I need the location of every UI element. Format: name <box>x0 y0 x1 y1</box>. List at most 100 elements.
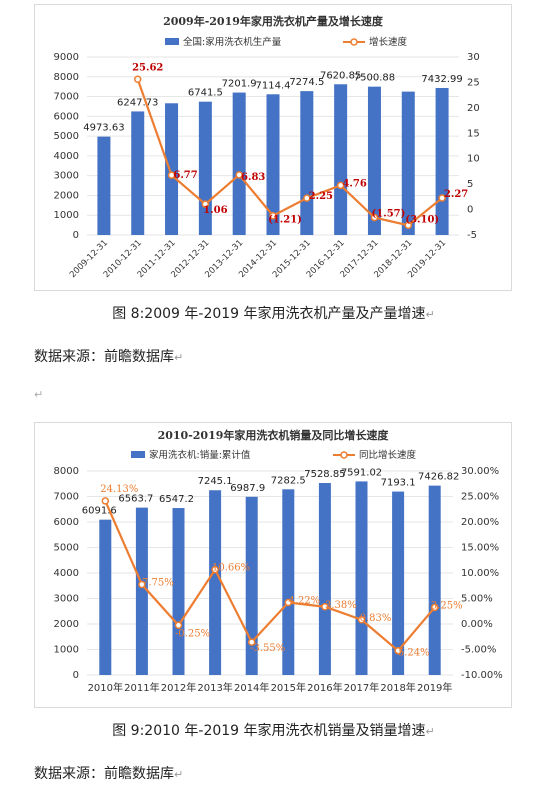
y-left-tick-label: 4000 <box>54 151 79 162</box>
y-right-tick-label: -5 <box>467 230 477 241</box>
bar <box>334 84 348 235</box>
y-right-tick-label: 25.00% <box>461 492 499 503</box>
y-right-tick-label: 15.00% <box>461 543 499 554</box>
y-left-tick-label: 6000 <box>54 517 79 528</box>
bar <box>428 485 441 675</box>
x-tick-label: 2015年 <box>271 681 306 694</box>
paragraph-mark: ↵ <box>34 388 44 401</box>
sales-chart: 2010-2019年家用洗衣机销量及同比增长速度 家用洗衣机:销量:累计值 同比增长… <box>34 422 512 708</box>
y-left-tick-label: 4000 <box>54 568 79 579</box>
growth-point <box>211 565 219 574</box>
growth-value-label: 1.06 <box>203 205 227 216</box>
growth-value-label: 4.22% <box>288 595 320 606</box>
growth-point <box>167 171 176 179</box>
y-right-tick-label: 10.00% <box>461 568 499 579</box>
x-tick-label: 2013年 <box>197 681 232 694</box>
y-left-tick-label: 1000 <box>54 210 79 221</box>
bar <box>99 519 112 675</box>
y-left-tick-label: 7000 <box>54 92 79 103</box>
y-left-tick-label: 5000 <box>54 543 79 554</box>
figure-9-caption: 图 9:2010 年-2019 年家用洗衣机销量及销量增速↵ <box>112 723 435 739</box>
bar-value-label: 6563.7 <box>118 494 153 505</box>
growth-value-label: 2.27 <box>444 189 468 200</box>
bar <box>367 86 381 235</box>
bar-value-label: 7114.4 <box>256 80 291 91</box>
x-tick-label: 2016年 <box>307 681 342 694</box>
bar-value-label: 4973.63 <box>83 123 124 134</box>
x-tick-label: 2011年 <box>124 681 159 694</box>
growth-value-label: 10.66% <box>212 563 250 574</box>
figure-8-caption: 图 8:2009 年-2019 年家用洗衣机产量及产量增速↵ <box>112 306 435 322</box>
bar <box>97 136 111 235</box>
growth-value-label: 7.75% <box>142 577 174 588</box>
y-right-tick-label: 5.00% <box>461 594 493 605</box>
legend-bar-label: 全国:家用洗衣机生产量 <box>183 36 282 48</box>
bar <box>318 483 331 675</box>
growth-point <box>284 598 293 607</box>
chart-title: 2009年-2019年家用洗衣机产量及增长速度 <box>163 14 384 28</box>
y-left-tick-label: 0 <box>73 230 79 241</box>
x-tick-label: 2010年 <box>88 681 123 694</box>
y-left-tick-label: 7000 <box>54 492 79 503</box>
y-right-tick-label: 20 <box>467 103 480 114</box>
y-right-tick-label: 30.00% <box>461 466 499 477</box>
y-right-tick-label: 30 <box>467 52 480 63</box>
bar <box>435 87 449 235</box>
bar <box>131 111 145 235</box>
growth-value-label: 24.13% <box>100 484 138 495</box>
growth-point <box>235 171 243 179</box>
growth-line <box>136 78 443 227</box>
bar <box>165 103 179 235</box>
bar <box>232 92 246 235</box>
bar-value-label: 7528.85 <box>304 469 345 480</box>
legend-bar-swatch <box>131 451 145 458</box>
growth-value-label: 4.76 <box>342 178 366 189</box>
y-right-tick-label: 0.00% <box>461 619 493 630</box>
data-source-1: 数据来源：前瞻数据库↵ <box>34 349 184 365</box>
growth-point <box>303 194 311 202</box>
y-left-tick-label: 3000 <box>54 594 79 605</box>
y-left-tick-label: 2000 <box>54 619 79 630</box>
y-left-tick-label: 9000 <box>54 52 79 63</box>
growth-point <box>430 603 439 612</box>
growth-point <box>370 213 379 222</box>
bar-value-label: 7201.9 <box>222 79 257 90</box>
growth-point <box>174 621 183 630</box>
bar <box>355 481 368 675</box>
growth-point <box>336 181 345 190</box>
bar-value-label: 7426.82 <box>418 472 459 483</box>
y-left-tick-label: 6000 <box>54 111 79 122</box>
legend-bar-swatch <box>165 38 179 45</box>
y-left-tick-label: 8000 <box>54 466 79 477</box>
bar <box>300 91 314 235</box>
x-tick-label: 2019年 <box>417 681 452 694</box>
growth-point <box>404 221 413 230</box>
bar <box>266 94 280 236</box>
growth-value-label: (3.10) <box>405 214 439 225</box>
bar-value-label: 6741.5 <box>188 88 223 99</box>
growth-point <box>357 616 366 624</box>
x-tick-label: 2014年 <box>234 681 269 694</box>
bar <box>135 507 148 675</box>
growth-point <box>321 603 329 611</box>
growth-value-label: (1.21) <box>268 215 302 226</box>
growth-point <box>138 580 146 589</box>
growth-value-label: -5.24% <box>395 648 430 659</box>
growth-point <box>201 200 210 208</box>
bar-value-label: 7282.5 <box>271 475 306 486</box>
bar-value-label: 7193.1 <box>381 478 416 489</box>
y-right-tick-label: -5.00% <box>461 645 496 656</box>
bar <box>392 491 405 675</box>
growth-value-label: 6.83 <box>241 172 265 183</box>
bar-value-label: 7245.1 <box>198 476 233 487</box>
y-left-tick-label: 2000 <box>54 190 79 201</box>
growth-value-label: 25.62 <box>132 62 163 73</box>
chart-title: 2010-2019年家用洗衣机销量及同比增长速度 <box>158 428 390 442</box>
bar <box>245 496 258 675</box>
legend-line-label: 同比增长速度 <box>359 449 417 461</box>
growth-line <box>104 500 436 653</box>
growth-point <box>247 638 256 646</box>
bar-value-label: 6247.73 <box>117 97 158 108</box>
